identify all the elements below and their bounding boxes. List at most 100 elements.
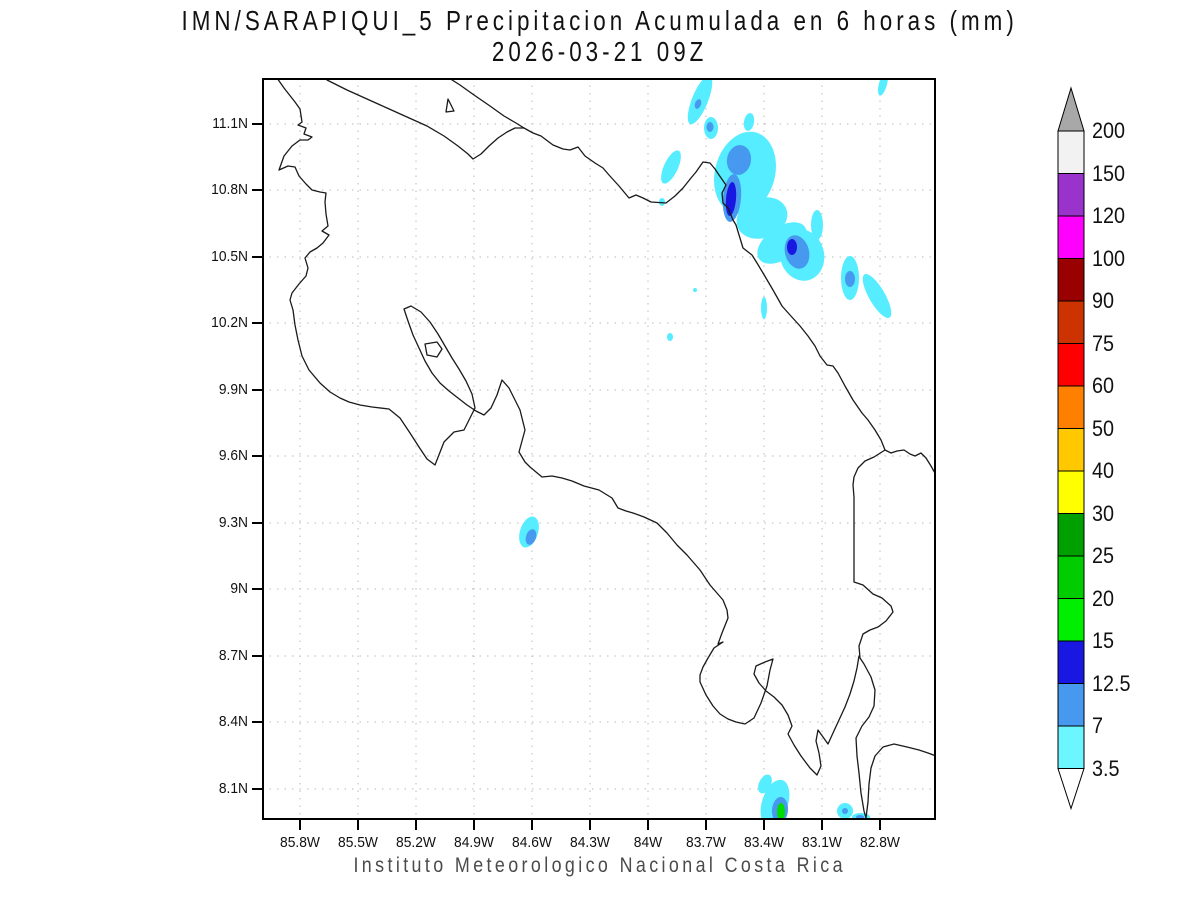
precip-cell xyxy=(842,808,848,814)
precip-cell xyxy=(777,803,785,821)
footer-caption: Instituto Meteorologico Nacional Costa R… xyxy=(0,854,1200,878)
footer-caption-text: Instituto Meteorologico Nacional Costa R… xyxy=(353,854,847,877)
lat-tick xyxy=(252,389,262,391)
colorbar-tick-label: 12.5 xyxy=(1092,670,1131,696)
colorbar-tick-label: 25 xyxy=(1092,543,1115,568)
chart-subtitle: 2026-03-21 09Z xyxy=(0,36,1200,68)
lon-axis-label: 85.2W xyxy=(396,834,436,851)
lon-axis-label: 82.8W xyxy=(860,834,900,851)
lon-tick xyxy=(299,820,301,830)
lon-axis-label: 85.5W xyxy=(338,834,378,851)
colorbar-tick-label: 60 xyxy=(1092,373,1115,398)
lon-tick xyxy=(763,820,765,830)
colorbar-cell xyxy=(1057,173,1085,217)
lat-tick xyxy=(252,522,262,524)
lat-tick xyxy=(252,455,262,457)
lon-tick xyxy=(647,820,649,830)
lon-axis-label: 85.8W xyxy=(280,834,320,851)
precip-cell xyxy=(736,197,788,239)
lat-axis-label: 11.1N xyxy=(212,115,248,132)
coastline xyxy=(448,77,937,476)
colorbar-tick-label: 7 xyxy=(1092,713,1104,738)
lat-tick xyxy=(252,655,262,657)
colorbar-bar xyxy=(1057,86,1085,811)
map-canvas xyxy=(262,72,937,827)
colorbar-tick-label: 30 xyxy=(1092,500,1115,526)
coastline xyxy=(445,98,455,113)
lon-axis-label: 83.4W xyxy=(744,834,784,851)
colorbar-tick-label: 50 xyxy=(1092,415,1115,441)
lat-tick xyxy=(252,189,262,191)
lat-tick xyxy=(252,788,262,790)
lat-tick xyxy=(252,322,262,324)
precip-cell xyxy=(743,113,755,131)
precip-cell xyxy=(693,288,697,292)
lon-tick xyxy=(705,820,707,830)
precip-cell xyxy=(661,150,681,184)
colorbar-tick-label: 120 xyxy=(1092,203,1126,228)
precip-cell xyxy=(878,72,888,96)
lat-axis-label: 9N xyxy=(230,580,248,597)
colorbar-cell xyxy=(1057,385,1085,429)
lon-axis-label: 84W xyxy=(633,834,663,851)
colorbar-cell xyxy=(1057,470,1085,514)
lon-tick xyxy=(879,820,881,830)
colorbar-cell xyxy=(1057,258,1085,302)
lon-tick xyxy=(589,820,591,830)
lon-tick xyxy=(531,820,533,830)
coastline xyxy=(852,449,937,819)
precip-cell xyxy=(862,273,892,319)
colorbar-tick-label: 90 xyxy=(1092,288,1115,313)
coastline xyxy=(326,79,525,160)
colorbar-tick-label: 20 xyxy=(1092,585,1115,611)
lon-tick xyxy=(821,820,823,830)
precip-cell xyxy=(761,297,767,319)
colorbar-cell xyxy=(1057,598,1085,642)
lon-tick xyxy=(357,820,359,830)
lon-tick xyxy=(473,820,475,830)
lat-axis-label: 8.4N xyxy=(218,713,248,730)
chart-subtitle-text: 2026-03-21 09Z xyxy=(492,36,708,67)
precip-cell xyxy=(726,145,752,175)
colorbar-cell xyxy=(1057,555,1085,599)
colorbar-cell xyxy=(1057,640,1085,684)
map-plot-area xyxy=(262,72,937,827)
map-frame-border xyxy=(262,78,936,820)
precip-cell xyxy=(845,271,855,287)
precip-cell xyxy=(706,122,714,132)
precip-cell xyxy=(667,333,673,341)
lat-axis-label: 8.1N xyxy=(218,780,248,797)
lat-axis-label: 10.8N xyxy=(211,181,248,198)
chart-title-text: IMN/SARAPIQUI_5 Precipitacion Acumulada … xyxy=(181,5,1019,36)
colorbar-cell xyxy=(1057,428,1085,472)
lon-tick xyxy=(415,820,417,830)
lat-axis-label: 9.9N xyxy=(218,381,248,398)
lon-axis-label: 84.9W xyxy=(454,834,494,851)
colorbar-tick-label: 200 xyxy=(1092,118,1126,143)
precip-cell xyxy=(525,529,537,545)
precip-cell xyxy=(694,99,702,109)
lat-tick xyxy=(252,588,262,590)
precip-cell xyxy=(725,182,737,216)
colorbar-cell xyxy=(1057,513,1085,557)
lat-tick xyxy=(252,123,262,125)
lon-axis-label: 84.6W xyxy=(512,834,552,851)
lat-axis-label: 9.6N xyxy=(218,447,248,464)
lat-axis-label: 9.3N xyxy=(218,514,248,531)
colorbar-tick-label: 150 xyxy=(1092,160,1126,186)
precip-cell xyxy=(811,210,823,240)
coastline xyxy=(276,77,860,776)
colorbar-cell xyxy=(1057,300,1085,344)
lon-axis-label: 83.7W xyxy=(686,834,726,851)
colorbar-tick-label: 100 xyxy=(1092,245,1126,271)
lat-axis-label: 10.2N xyxy=(211,314,248,331)
colorbar-cell xyxy=(1057,343,1085,387)
colorbar-cell xyxy=(1057,215,1085,259)
precip-cell xyxy=(659,198,665,206)
coastline xyxy=(424,341,443,358)
lat-tick xyxy=(252,256,262,258)
lon-axis-label: 83.1W xyxy=(802,834,842,851)
lat-axis-label: 8.7N xyxy=(218,647,248,664)
colorbar-cell xyxy=(1057,683,1085,727)
